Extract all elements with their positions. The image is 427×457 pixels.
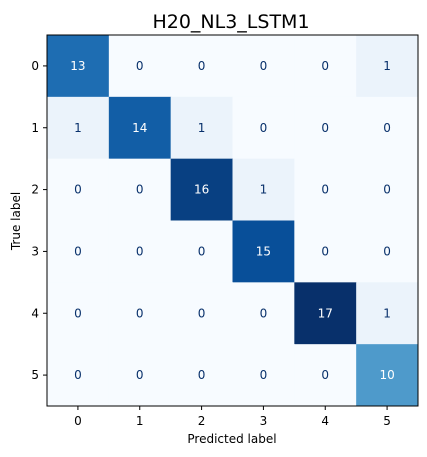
heatmap-cell <box>232 158 295 221</box>
heatmap-cell <box>47 158 110 221</box>
heatmap-cell <box>108 35 172 98</box>
y-tick-label: 0 <box>31 59 39 73</box>
heatmap-cell <box>294 282 357 345</box>
y-tick-label: 2 <box>31 183 39 197</box>
cell-value-label: 0 <box>136 244 144 258</box>
cell-value-label: 1 <box>383 59 391 73</box>
x-tick-label: 0 <box>74 414 82 428</box>
cell-value-label: 0 <box>321 121 329 135</box>
heatmap-cell <box>47 35 110 98</box>
heatmap-cell <box>170 96 233 160</box>
heatmap-cell <box>170 282 233 345</box>
heatmap-cell <box>232 344 295 407</box>
cell-value-label: 0 <box>260 306 268 320</box>
heatmap-cell <box>294 35 357 98</box>
cell-value-label: 0 <box>198 59 206 73</box>
cell-value-label: 0 <box>321 244 329 258</box>
heatmap-cell <box>294 96 357 160</box>
heatmap-cell <box>356 158 419 221</box>
y-tick-label: 4 <box>31 306 39 320</box>
heatmap-cell <box>108 220 172 283</box>
x-tick-label: 3 <box>260 414 268 428</box>
heatmap-cell <box>108 158 172 221</box>
heatmap-cell <box>232 220 295 283</box>
x-tick-label: 2 <box>198 414 206 428</box>
cell-value-label: 13 <box>70 59 85 73</box>
cell-value-label: 0 <box>260 121 268 135</box>
cell-value-label: 1 <box>383 306 391 320</box>
cell-value-label: 0 <box>74 306 82 320</box>
y-tick-label: 5 <box>31 368 39 382</box>
cell-value-label: 0 <box>136 368 144 382</box>
cell-value-label: 0 <box>260 59 268 73</box>
x-axis-label: Predicted label <box>187 432 276 446</box>
cell-value-label: 0 <box>321 368 329 382</box>
y-tick-label: 1 <box>31 121 39 135</box>
heatmap-cell <box>294 344 357 407</box>
cell-value-label: 16 <box>194 183 209 197</box>
heatmap-cell <box>356 96 419 160</box>
heatmap-cell <box>108 96 172 160</box>
cell-value-label: 0 <box>198 244 206 258</box>
cell-value-label: 0 <box>74 183 82 197</box>
cell-value-label: 1 <box>198 121 206 135</box>
heatmap-cells <box>47 35 419 407</box>
cell-value-label: 0 <box>383 183 391 197</box>
cell-value-label: 0 <box>383 244 391 258</box>
heatmap-cell <box>294 220 357 283</box>
plot-frame <box>46 34 419 407</box>
x-tick-label: 1 <box>136 414 144 428</box>
cell-value-label: 15 <box>256 244 271 258</box>
heatmap-cell <box>47 282 110 345</box>
heatmap-cell <box>294 158 357 221</box>
cell-value-label: 0 <box>136 306 144 320</box>
cell-value-label: 1 <box>260 183 268 197</box>
heatmap-cell <box>170 35 233 98</box>
cell-value-label: 0 <box>321 183 329 197</box>
cell-value-label: 0 <box>136 59 144 73</box>
heatmap-cell <box>356 282 419 345</box>
heatmap-cell <box>356 35 419 98</box>
heatmap-cell <box>356 220 419 283</box>
cell-value-label: 0 <box>321 59 329 73</box>
heatmap-cell <box>170 344 233 407</box>
cell-value-label: 17 <box>318 306 333 320</box>
cell-value-label: 0 <box>74 368 82 382</box>
heatmap-cell <box>47 96 110 160</box>
heatmap-cell <box>47 344 110 407</box>
y-axis-label: True label <box>9 192 23 251</box>
cell-value-label: 0 <box>260 368 268 382</box>
heatmap-cell <box>356 344 419 407</box>
cell-value-label: 0 <box>74 244 82 258</box>
heatmap-cell <box>47 220 110 283</box>
heatmap-cell <box>232 96 295 160</box>
heatmap-cell <box>108 344 172 407</box>
heatmap-cell <box>108 282 172 345</box>
heatmap-cell <box>232 282 295 345</box>
cell-value-label: 0 <box>198 368 206 382</box>
heatmap-cell <box>170 220 233 283</box>
cell-value-label: 1 <box>74 121 82 135</box>
x-tick-label: 4 <box>321 414 329 428</box>
cell-value-label: 14 <box>132 121 147 135</box>
heatmap-cell <box>232 35 295 98</box>
cell-value-label: 0 <box>383 121 391 135</box>
cell-value-label: 10 <box>379 368 394 382</box>
y-tick-label: 3 <box>31 244 39 258</box>
cell-value-label: 0 <box>198 306 206 320</box>
x-axis-ticks: 0 1 2 3 4 5 <box>74 406 391 428</box>
cell-value-label: 0 <box>136 183 144 197</box>
chart-title: H20_NL3_LSTM1 <box>152 11 309 33</box>
cell-value-labels: 13 0 0 0 0 11 14 1 0 0 00 0 16 1 0 00 0 0 15 0 00 0 0 0 17 10 0 0 0 0… <box>70 59 394 382</box>
y-axis-ticks: 0 1 2 3 4 5 <box>31 59 47 382</box>
heatmap-cell <box>170 158 233 221</box>
x-tick-label: 5 <box>383 414 391 428</box>
